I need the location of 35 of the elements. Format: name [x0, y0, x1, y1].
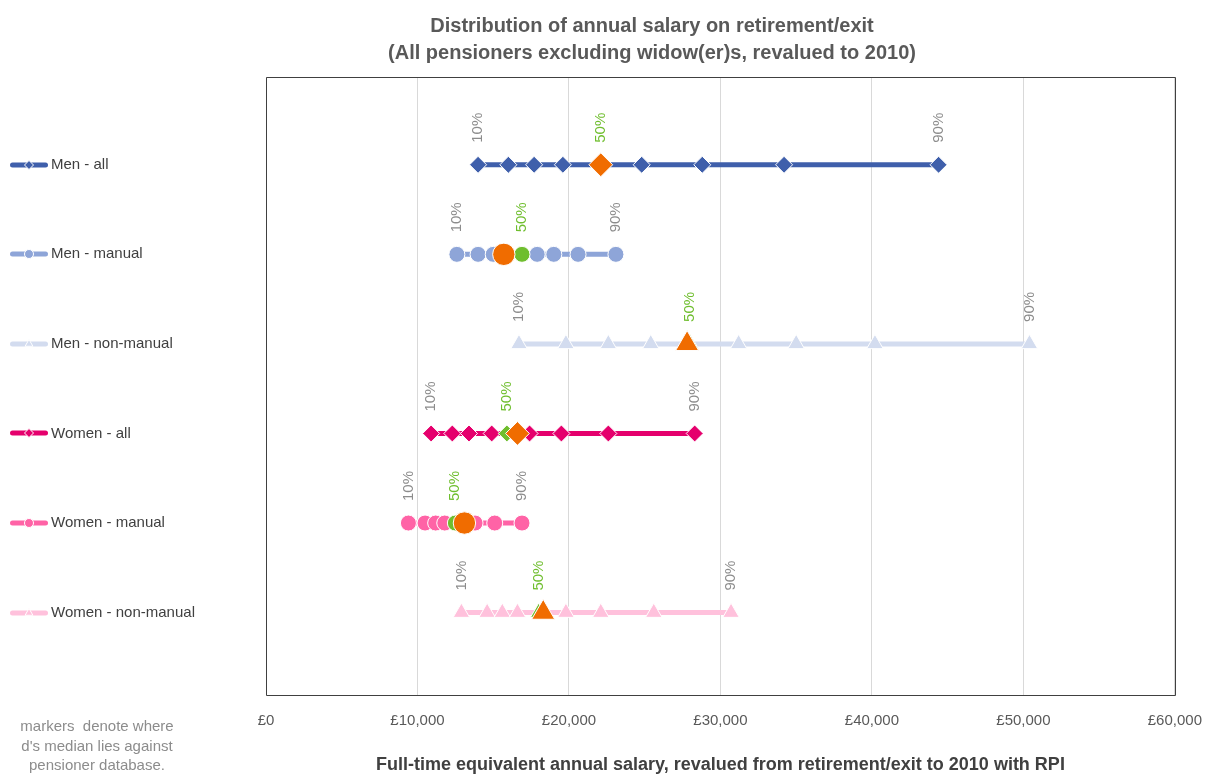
text: markers denote where d's median lies against pensioner database.	[20, 717, 174, 774]
annotation: 50%	[497, 381, 514, 412]
x-tick-label: £20,000	[541, 711, 597, 729]
annotation: 10%	[468, 112, 486, 143]
x-tick-label: £40,000	[844, 711, 900, 729]
annotation: 90%	[721, 560, 739, 591]
y-tick-label: Women - all	[51, 423, 131, 441]
chart-title: Distribution of annual salary on retirement/exit	[430, 13, 875, 36]
x-tick-label: £0	[257, 711, 275, 729]
annotation: 90%	[684, 381, 702, 412]
annotation: 10%	[447, 202, 465, 233]
annotation: 90%	[512, 471, 530, 502]
x-tick-label: £60,000	[1147, 711, 1203, 729]
x-tick-label: £50,000	[996, 711, 1051, 729]
annotation: 10%	[509, 291, 527, 322]
y-tick-label: Men - all	[51, 154, 109, 172]
annotation: 50%	[512, 202, 530, 233]
annotation: 50%	[445, 471, 463, 502]
chart-subtitle: (All pensioners excluding widow(er)s, revalued to 2010)	[388, 40, 916, 63]
y-tick-label: Women - manual	[51, 513, 165, 531]
annotation: 50%	[680, 291, 698, 322]
annotation: 10%	[421, 381, 439, 412]
annotation: 50%	[590, 112, 608, 143]
annotation: 90%	[1019, 291, 1037, 322]
annotation: 50%	[528, 560, 546, 591]
x-tick-label: £10,000	[390, 711, 445, 729]
annotation: 90%	[928, 112, 946, 143]
y-tick-label: Women - non-manual	[51, 602, 195, 620]
y-tick-label: Men - non-manual	[51, 334, 173, 352]
annotation: 90%	[606, 202, 624, 233]
x-axis-title: Full-time equivalent annual salary, revalued from retirement/exit to 2010 with RPI	[376, 753, 1065, 774]
annotation: 10%	[398, 471, 416, 502]
x-tick-label: £30,000	[693, 711, 748, 729]
y-tick-label: Men - manual	[51, 244, 143, 262]
annotation: 10%	[451, 560, 469, 591]
